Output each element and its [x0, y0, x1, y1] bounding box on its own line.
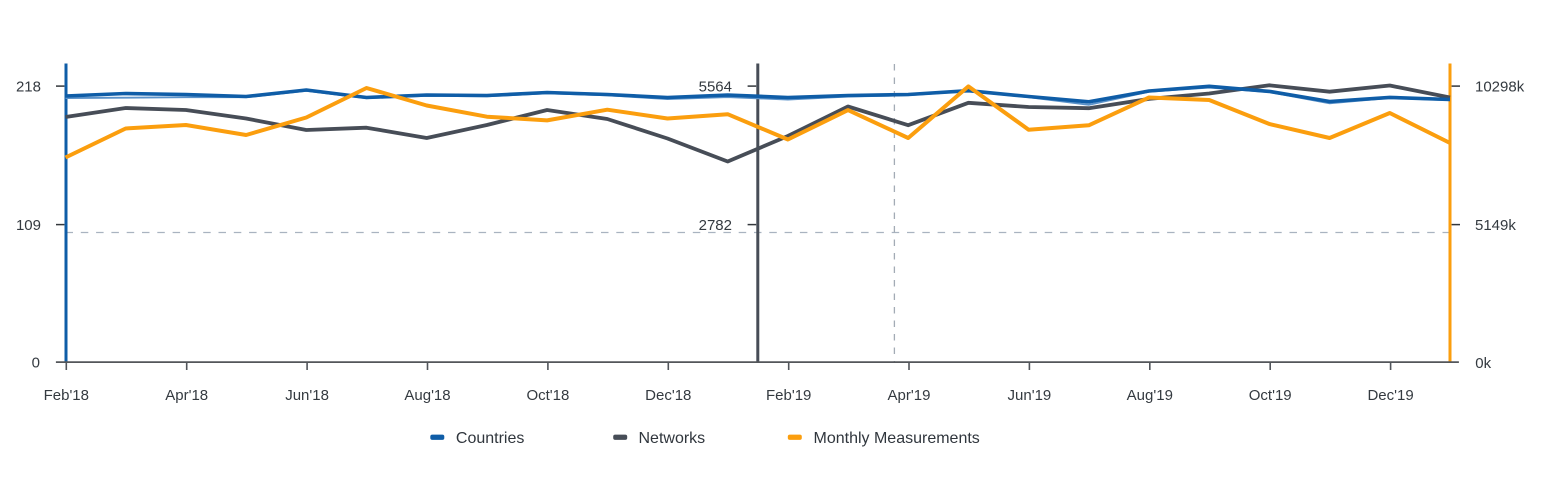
- svg-text:5564: 5564: [699, 79, 732, 96]
- svg-text:Jun'18: Jun'18: [285, 387, 329, 404]
- svg-text:Apr'18: Apr'18: [165, 387, 208, 404]
- svg-text:0: 0: [32, 355, 40, 372]
- svg-text:218: 218: [16, 79, 41, 96]
- svg-text:Dec'19: Dec'19: [1367, 387, 1413, 404]
- svg-text:0k: 0k: [1475, 355, 1491, 372]
- svg-text:10298k: 10298k: [1475, 79, 1525, 96]
- svg-text:Monthly Measurements: Monthly Measurements: [814, 430, 980, 447]
- svg-text:109: 109: [16, 217, 41, 234]
- svg-text:2782: 2782: [699, 217, 732, 234]
- svg-text:Apr'19: Apr'19: [888, 387, 931, 404]
- svg-text:Aug'18: Aug'18: [404, 387, 450, 404]
- svg-text:Feb'19: Feb'19: [766, 387, 811, 404]
- svg-text:Oct'18: Oct'18: [526, 387, 569, 404]
- svg-text:Dec'18: Dec'18: [645, 387, 691, 404]
- svg-text:Countries: Countries: [456, 430, 524, 447]
- svg-text:Oct'19: Oct'19: [1249, 387, 1292, 404]
- svg-text:Networks: Networks: [639, 430, 706, 447]
- svg-text:Jun'19: Jun'19: [1008, 387, 1052, 404]
- svg-text:5149k: 5149k: [1475, 217, 1516, 234]
- svg-text:Aug'19: Aug'19: [1127, 387, 1173, 404]
- svg-text:Feb'18: Feb'18: [44, 387, 89, 404]
